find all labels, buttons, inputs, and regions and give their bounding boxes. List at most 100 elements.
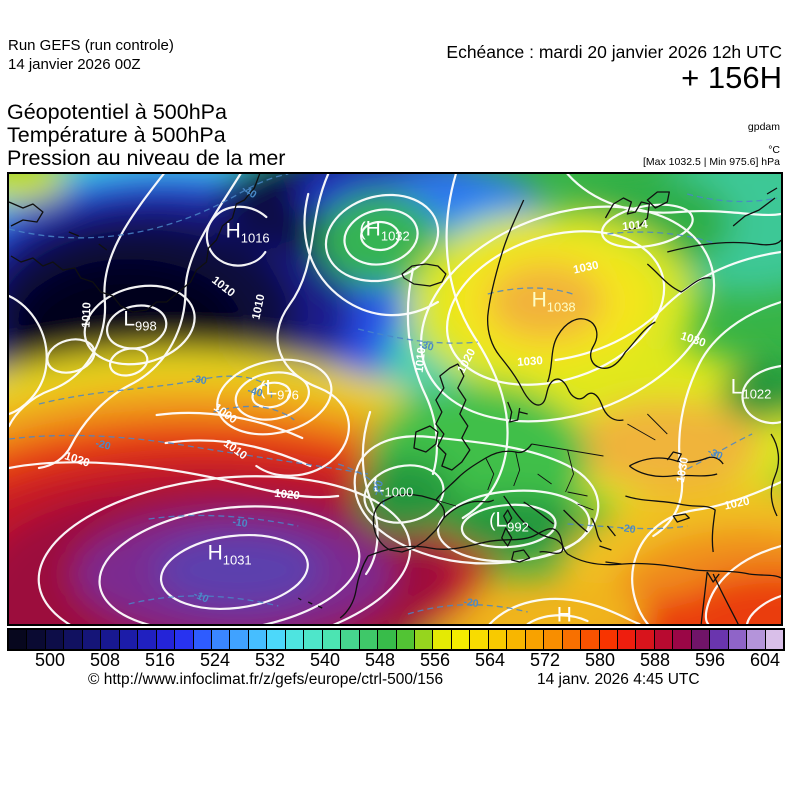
- temperature-label: -30: [190, 372, 208, 388]
- colorbar-cell: [414, 630, 434, 649]
- colorbar-cell: [654, 630, 674, 649]
- colorbar-tick-label: 572: [529, 650, 561, 670]
- isobar-label: 1010: [80, 302, 94, 328]
- unit-gpdam-label: gpdam: [747, 121, 780, 133]
- isobar-label: 1010: [221, 437, 249, 463]
- colorbar-cell: [230, 630, 249, 649]
- param-temperature-label: Température à 500hPa: [7, 123, 226, 147]
- isobar-label: 1010: [250, 293, 268, 321]
- isobar-label: 1020: [273, 487, 301, 503]
- colorbar-tick-label: 556: [419, 650, 451, 670]
- valid-time-label: Echéance : mardi 20 janvier 2026 12h UTC: [446, 42, 782, 62]
- colorbar-cell: [728, 630, 748, 649]
- pressure-minmax-label: [Max 1032.5 | Min 975.6] hPa: [643, 156, 780, 168]
- colorbar-cell: [691, 630, 711, 649]
- colorbar-cell: [617, 630, 637, 649]
- run-model-label: Run GEFS (run controle): [8, 37, 174, 54]
- temperature-label: -30: [705, 445, 725, 463]
- colorbar-cell: [248, 630, 268, 649]
- colorbar-cell: [599, 630, 618, 649]
- param-pressure-label: Pression au niveau de la mer: [7, 146, 286, 170]
- colorbar-tick-label: 596: [694, 650, 726, 670]
- copyright-url: © http://www.infoclimat.fr/z/gefs/europe…: [88, 671, 444, 688]
- colorbar-cell: [544, 630, 563, 649]
- lead-time-label: + 156H: [681, 60, 782, 95]
- isobar-label: 1030: [516, 355, 544, 369]
- colorbar-cell: [175, 630, 194, 649]
- colorbar-tick-label: 540: [309, 650, 341, 670]
- colorbar-cell: [451, 630, 471, 649]
- colorbar-cell: [765, 630, 784, 649]
- colorbar-cell: [359, 630, 379, 649]
- temperature-label: -20: [94, 437, 112, 453]
- temperature-label: -40: [246, 384, 264, 400]
- coastlines: [9, 174, 781, 624]
- isobar-label: 1030: [678, 330, 708, 350]
- colorbar-cell: [156, 630, 176, 649]
- pressure-marker-H1031: H1031: [207, 541, 252, 568]
- param-geopotential-label: Géopotentiel à 500hPa: [7, 100, 227, 124]
- europe-map-svg: [9, 174, 781, 624]
- colorbar-cell: [525, 630, 545, 649]
- unit-celsius-label: °C: [768, 144, 780, 156]
- colorbar-tick-label: 580: [584, 650, 616, 670]
- weather-map: H1016 (H1032 L998 (L976 H1038 L1022 L1000 (L992…: [7, 172, 783, 626]
- isobar-label: 1000: [211, 401, 239, 427]
- isobar-label: 1014: [621, 218, 649, 234]
- isobar-label: 1020: [723, 495, 751, 513]
- colorbar-cell: [9, 630, 28, 649]
- temperature-label: -20: [462, 596, 480, 610]
- temperature-label: -20: [619, 522, 637, 536]
- colorbar-cell: [710, 630, 729, 649]
- colorbar-tick-label: 588: [639, 650, 671, 670]
- pressure-marker-L992: (L992: [489, 508, 529, 535]
- colorbar-cell: [636, 630, 655, 649]
- colorbar-tick-labels: 500 508 516 524 532 540 548 556 564 572 580 588 596 6…: [7, 650, 781, 670]
- colorbar-cell: [101, 630, 120, 649]
- colorbar-cell: [211, 630, 231, 649]
- colorbar-cell: [119, 630, 139, 649]
- pressure-marker-L976: (L976: [259, 376, 299, 403]
- colorbar-tick-label: 524: [199, 650, 231, 670]
- isobar-label: 1020: [455, 346, 479, 376]
- isobar-label: 1010: [209, 274, 237, 300]
- colorbar-cell: [138, 630, 157, 649]
- colorbar-tick-label: 532: [254, 650, 286, 670]
- pressure-marker-L998: L998: [123, 307, 157, 334]
- pressure-marker-H: H: [556, 603, 572, 626]
- colorbar-cell: [470, 630, 489, 649]
- map-label-overlay: H1016 (H1032 L998 (L976 H1038 L1022 L1000 (L992…: [9, 174, 781, 624]
- colorbar-cell: [673, 630, 692, 649]
- colorbar-cell: [581, 630, 600, 649]
- colorbar-cell: [45, 630, 65, 649]
- colorbar-tick-label: 564: [474, 650, 506, 670]
- colorbar-cell: [64, 630, 83, 649]
- colorbar-cell: [27, 630, 46, 649]
- pressure-marker-L1000: L1000: [372, 473, 414, 500]
- pressure-marker-H1032: (H1032: [359, 217, 410, 244]
- temperature-label: -10: [191, 588, 211, 606]
- colorbar-cell: [304, 630, 323, 649]
- issue-timestamp: 14 janv. 2026 4:45 UTC: [537, 671, 700, 688]
- colorbar-cell: [433, 630, 452, 649]
- colorbar-tick-label: 548: [364, 650, 396, 670]
- isobar-label: 1030: [674, 456, 692, 484]
- colorbar-tick-label: 500: [34, 650, 66, 670]
- temperature-label: -10: [231, 516, 249, 530]
- run-date-label: 14 janvier 2026 00Z: [8, 56, 141, 73]
- colorbar-cell: [747, 630, 766, 649]
- isobar-label: 1030: [572, 259, 600, 277]
- colorbar-cell: [193, 630, 212, 649]
- colorbar-cell: [378, 630, 397, 649]
- colorbar-cell: [82, 630, 102, 649]
- colorbar-cell: [322, 630, 342, 649]
- colorbar-tick-label: 516: [144, 650, 176, 670]
- colorbar-cell: [285, 630, 305, 649]
- colorbar-cell: [267, 630, 286, 649]
- temperature-label: -40: [239, 182, 259, 202]
- pressure-marker-L1022: L1022: [730, 375, 772, 402]
- colorbar-cell: [341, 630, 360, 649]
- colorbar-cell: [488, 630, 508, 649]
- pressure-marker-H1016: H1016: [225, 219, 270, 246]
- colorbar-cell: [507, 630, 526, 649]
